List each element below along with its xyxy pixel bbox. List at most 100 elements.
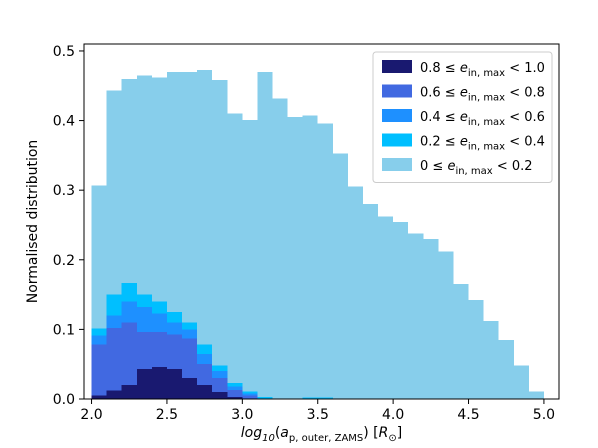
bar-segment: [408, 233, 424, 399]
bar-segment: [287, 117, 303, 399]
bar-segment: [121, 282, 137, 302]
legend-label: 0.2 ≤ ein, max < 0.4: [420, 135, 545, 153]
y-tick-label: 0.5: [53, 44, 75, 60]
bar-segment: [151, 332, 167, 367]
y-axis-title: Normalised distribution: [25, 140, 41, 304]
bar-segment: [182, 378, 198, 399]
bar-segment: [227, 396, 243, 399]
legend: 0.8 ≤ ein, max < 1.0 0.6 ≤ ein, max < 0.8…: [372, 51, 553, 183]
bar-segment: [468, 300, 484, 399]
bar-segment: [166, 311, 183, 323]
x-title-unit-sub: ⊙: [388, 433, 396, 444]
bar-segment: [182, 71, 198, 323]
bar-segment: [121, 301, 137, 323]
bar-segment: [151, 366, 167, 399]
legend-swatch: [382, 60, 412, 73]
x-title-symbol: a: [280, 425, 289, 441]
bar-segment: [106, 315, 122, 328]
bar-segment: [483, 321, 499, 399]
bar-segment: [317, 397, 333, 399]
bar-segment: [197, 385, 213, 399]
x-axis-title: log10(ap, outer, ZAMS) [R⊙]: [241, 425, 403, 444]
bar-segment: [121, 78, 137, 283]
x-tick-label: 3.5: [307, 407, 329, 423]
bar-segment: [438, 251, 454, 399]
x-title-unit-open: [: [369, 425, 379, 441]
legend-swatch: [382, 109, 412, 122]
bar-segment: [227, 389, 243, 397]
bar-segment: [91, 328, 107, 336]
bar-segment: [393, 222, 409, 399]
x-title-close: ): [363, 425, 368, 441]
bar-segment: [121, 385, 137, 399]
bar-segment: [136, 332, 152, 370]
bar-segment: [212, 80, 228, 366]
bar-segment: [91, 185, 107, 329]
bar-segment: [453, 284, 469, 399]
bars-layer: [91, 69, 544, 399]
bar-segment: [362, 204, 379, 399]
legend-swatch: [382, 84, 412, 98]
bar-segment: [151, 313, 167, 333]
x-title-symbol-sub: p, outer, ZAMS: [289, 433, 363, 444]
bar-segment: [106, 390, 122, 399]
bar-segment: [121, 322, 137, 386]
bar-segment: [227, 382, 243, 387]
bar-segment: [197, 353, 213, 365]
bar-segment: [423, 238, 439, 399]
bar-segment: [227, 386, 243, 390]
y-tick-label: 0.2: [53, 253, 75, 269]
bar-segment: [166, 71, 183, 312]
x-title-unit-symbol: R: [379, 425, 389, 441]
bar-segment: [197, 69, 213, 345]
bar-segment: [317, 123, 333, 398]
bar-segment: [136, 75, 152, 295]
bar-segment: [136, 294, 152, 308]
bar-segment: [166, 322, 183, 335]
bar-segment: [257, 396, 273, 399]
x-title-prefix: log: [241, 425, 262, 441]
bar-segment: [498, 339, 514, 399]
y-tick-label: 0.0: [53, 392, 75, 408]
y-axis-ticks: 0.0 0.1 0.2 0.3 0.4 0.5: [53, 44, 84, 408]
y-tick-label: 0.4: [53, 114, 75, 130]
legend-swatch: [382, 133, 412, 147]
x-tick-label: 3.0: [231, 407, 253, 423]
x-axis-ticks: 2.0 2.5 3.0 3.5 4.0 4.5 5.0: [80, 399, 555, 423]
x-title-prefix-sub: 10: [262, 433, 275, 444]
bar-segment: [197, 344, 213, 354]
bar-segment: [91, 395, 107, 399]
legend-box: [372, 51, 553, 183]
bar-segment: [212, 378, 228, 393]
bar-segment: [212, 365, 228, 372]
bar-segment: [242, 391, 258, 394]
bar-segment: [257, 71, 273, 397]
bar-segment: [227, 113, 243, 383]
x-title-unit-close: ]: [397, 425, 402, 441]
bar-segment: [513, 365, 529, 399]
bar-segment: [106, 90, 122, 295]
bar-segment: [302, 115, 318, 398]
y-tick-label: 0.3: [53, 183, 75, 199]
x-title-open: (: [275, 425, 280, 441]
bar-segment: [182, 322, 198, 330]
bar-segment: [106, 328, 122, 391]
x-tick-label: 2.0: [80, 407, 102, 423]
x-tick-label: 4.0: [382, 407, 404, 423]
bar-segment: [347, 186, 363, 399]
plot-frame: [83, 43, 560, 400]
legend-label: 0.6 ≤ ein, max < 0.8: [420, 86, 545, 104]
bar-segment: [378, 216, 394, 399]
bar-segment: [212, 392, 228, 399]
legend-entries: 0.8 ≤ ein, max < 1.0 0.6 ≤ ein, max < 0.8…: [382, 60, 545, 177]
bar-segment: [106, 294, 122, 316]
bar-segment: [91, 344, 107, 396]
bar-segment: [528, 391, 544, 399]
legend-label: 0 ≤ ein, max < 0.2: [420, 159, 533, 177]
bar-segment: [91, 335, 107, 345]
bar-segment: [302, 397, 318, 399]
bar-segment: [242, 393, 258, 396]
bar-segment: [272, 98, 288, 399]
